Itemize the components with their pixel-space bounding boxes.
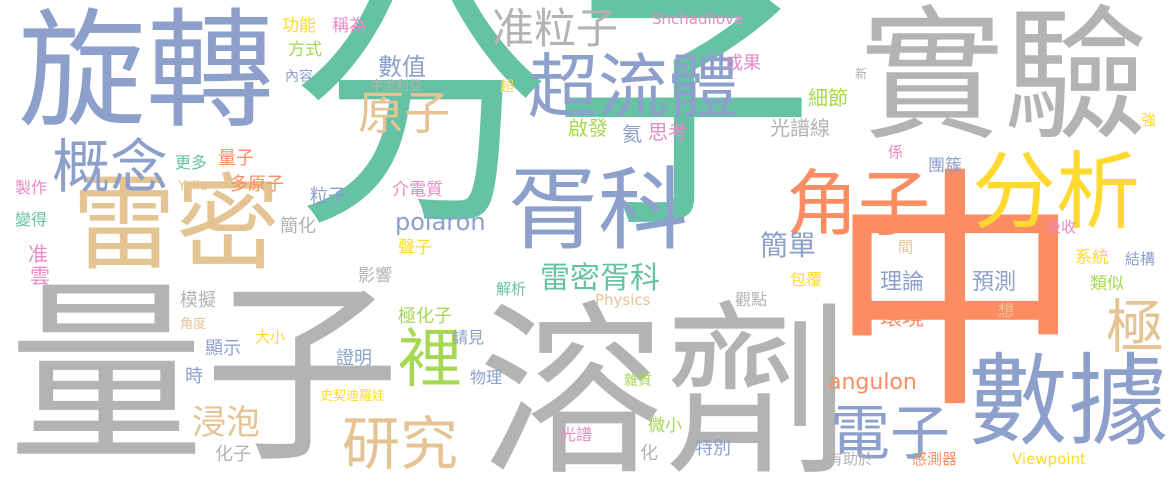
word-weixiao: 微小 xyxy=(648,416,682,436)
word-shuzhi: 數值 xyxy=(378,53,426,81)
word-yuanzi: 原子 xyxy=(358,86,450,140)
word-xuanzhuan: 旋轉 xyxy=(18,0,275,146)
word-shiyan: 實驗 xyxy=(860,0,1149,160)
word-yun: 雲 xyxy=(30,264,50,288)
word-chao: 超 xyxy=(500,79,514,95)
word-polaron: polaron xyxy=(395,208,486,236)
word-jiegou: 結構 xyxy=(1125,250,1156,268)
word-ganceqi: 感測器 xyxy=(912,450,958,468)
word-moni: 模擬 xyxy=(180,290,216,311)
word-guangpuxian: 光譜線 xyxy=(770,116,830,140)
word-leimi: 雷密 xyxy=(72,163,281,285)
word-zhizuo: 製作 xyxy=(15,178,48,197)
word-xin: 新 xyxy=(855,67,868,81)
word-gainian: 概念 xyxy=(52,133,169,201)
word-jiaodu: 角度 xyxy=(180,317,207,332)
word-jinpao: 浸泡 xyxy=(192,403,260,443)
word-jiexi: 解析 xyxy=(496,280,527,298)
word-shi: 時 xyxy=(185,366,203,387)
word-zhengming: 證明 xyxy=(336,348,372,369)
word-lilun: 理論 xyxy=(880,270,925,295)
word-chengguo: 成果 xyxy=(725,53,761,74)
word-ji: 極 xyxy=(1106,293,1165,361)
word-yulia: Yulia xyxy=(178,179,208,194)
word-yanjiu: 研究 xyxy=(342,410,459,478)
word-biande: 變得 xyxy=(15,210,48,229)
word-baofu: 包覆 xyxy=(790,270,823,289)
word-li: 裡 xyxy=(398,323,462,397)
word-xitong: 系統 xyxy=(1075,248,1109,268)
word-youzhuyu: 有助於 xyxy=(828,450,874,468)
word-sikao: 思考 xyxy=(648,120,688,144)
word-zazhi: 雜質 xyxy=(624,373,652,389)
word-huazi: 化子 xyxy=(215,444,251,465)
word-shuju: 數據 xyxy=(968,343,1168,460)
word-fenzi: 分子 xyxy=(290,0,814,263)
word-viewpoint: Viewpoint xyxy=(1012,450,1086,468)
word-wuli: 物理 xyxy=(470,368,503,387)
word-zhunlizi: 准粒子 xyxy=(492,4,619,53)
word-huanjing: 環境 xyxy=(880,306,925,331)
word-jihuazi: 極化子 xyxy=(398,306,452,327)
word-zhongyouliya: 中尤利亞 xyxy=(370,79,423,94)
word-xijie: 細節 xyxy=(808,86,848,110)
word-jiaozi: 角子 xyxy=(786,162,931,246)
word-qiang: 強 xyxy=(1139,112,1157,127)
word-qingjian: 請見 xyxy=(452,328,485,347)
word-shchadilova: Shchadilova xyxy=(652,10,744,28)
word-zhun: 准 xyxy=(28,242,48,266)
word-gengduo: 更多 xyxy=(175,153,208,172)
word-tebie: 特別 xyxy=(695,438,731,459)
word-fenxi: 分析 xyxy=(972,143,1141,241)
word-jian: 間 xyxy=(898,238,914,256)
word-jiandan: 簡單 xyxy=(760,229,817,262)
word-shiqidiluowa: 史契迪羅娃 xyxy=(320,389,386,404)
word-jianhua: 簡化 xyxy=(280,216,316,237)
word-xiang: 想 xyxy=(998,301,1015,320)
word-gongneng: 功能 xyxy=(282,16,316,36)
word-duoyuanzi: 多原子 xyxy=(230,174,284,195)
word-liangzi: 量子 xyxy=(8,262,401,482)
word-rongji: 溶劑 xyxy=(478,284,851,482)
word-chaoliuti: 超流體 xyxy=(528,46,738,128)
word-tuancu: 團簇 xyxy=(928,156,962,176)
word-lizi: 粒子 xyxy=(310,186,346,207)
word-guangpu: 光譜 xyxy=(560,425,593,444)
word-angulon: angulon xyxy=(828,370,917,395)
word-qifa: 啟發 xyxy=(568,116,608,140)
word-yingxiang: 影響 xyxy=(358,266,392,286)
word-hua: 化 xyxy=(640,443,658,464)
word-shengzi: 聲子 xyxy=(398,238,432,258)
word-zhong: 中 xyxy=(828,147,1084,444)
word-hai: 氦 xyxy=(622,122,642,146)
word-guandian: 觀點 xyxy=(735,290,768,309)
word-fangshi: 方式 xyxy=(288,40,322,60)
word-xianshi: 顯示 xyxy=(205,338,241,359)
word-physics: Physics xyxy=(595,291,651,309)
word-leimixuke: 雷密胥科 xyxy=(540,261,660,296)
word-dianzi: 電子 xyxy=(830,399,950,469)
word-chengwei: 稱為 xyxy=(332,16,366,36)
word-xishou: 吸收 xyxy=(1046,218,1077,236)
word-neirong: 內容 xyxy=(285,69,313,85)
word-xuke: 胥科 xyxy=(508,158,688,263)
word-xi: 係 xyxy=(888,143,904,161)
word-jiedianzhi: 介電質 xyxy=(392,180,443,200)
word-yuce: 預測 xyxy=(972,270,1017,295)
word-daxiao: 大小 xyxy=(255,328,286,346)
word-leisi: 類似 xyxy=(1090,274,1124,294)
word-liangzi-small: 量子 xyxy=(218,148,254,169)
